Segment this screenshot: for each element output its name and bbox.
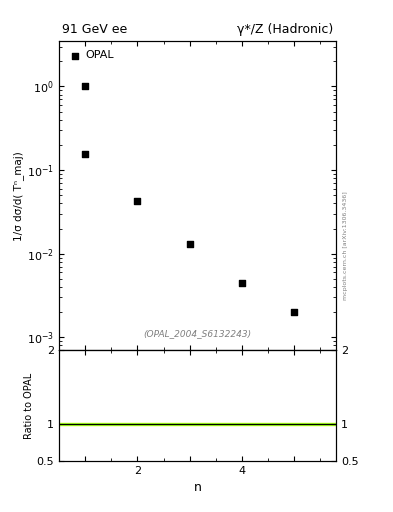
OPAL — [82, 82, 88, 91]
X-axis label: n: n — [193, 481, 202, 494]
Y-axis label: 1/σ dσ/d( Tⁿ_maj): 1/σ dσ/d( Tⁿ_maj) — [13, 151, 24, 241]
Text: 91 GeV ee: 91 GeV ee — [62, 24, 127, 36]
Point — [187, 240, 193, 248]
Point — [239, 279, 245, 287]
Point — [82, 150, 88, 158]
Y-axis label: Ratio to OPAL: Ratio to OPAL — [24, 372, 34, 439]
Text: mcplots.cern.ch [arXiv:1306.3436]: mcplots.cern.ch [arXiv:1306.3436] — [343, 191, 348, 300]
Text: γ*/Z (Hadronic): γ*/Z (Hadronic) — [237, 24, 333, 36]
Point — [134, 197, 141, 205]
Text: (OPAL_2004_S6132243): (OPAL_2004_S6132243) — [143, 329, 252, 338]
Point — [291, 308, 298, 316]
Legend: OPAL: OPAL — [67, 47, 117, 64]
